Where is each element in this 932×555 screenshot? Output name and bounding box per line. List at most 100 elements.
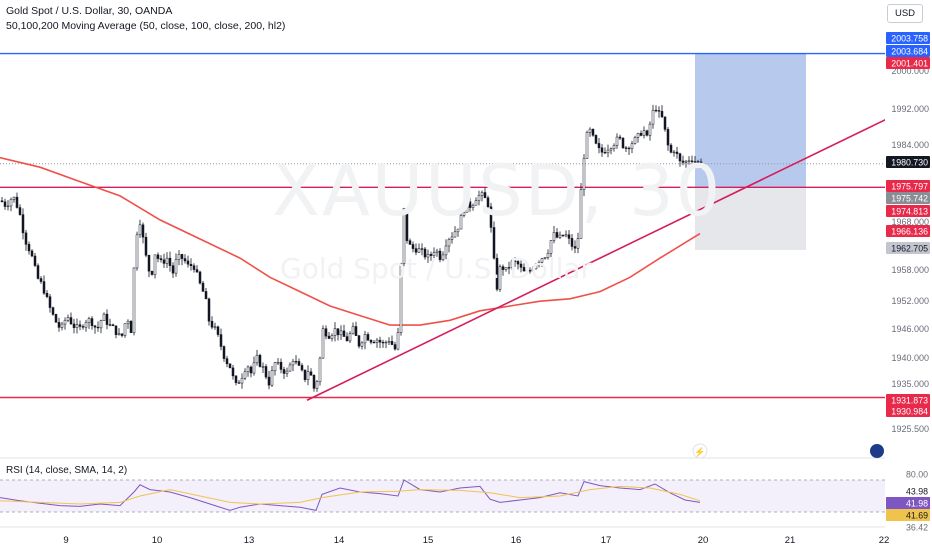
- candle-body: [165, 257, 169, 264]
- chart-symbol-title[interactable]: Gold Spot / U.S. Dollar, 30, OANDA: [6, 5, 173, 17]
- candle-body: [564, 234, 568, 237]
- candle-body: [306, 371, 310, 380]
- candle-body: [558, 234, 562, 238]
- grid: [0, 457, 932, 528]
- candle-body: [384, 341, 388, 344]
- candle-body: [393, 344, 397, 350]
- candle-body: [549, 240, 553, 254]
- rsi-ma-line: [0, 485, 701, 505]
- currency-button[interactable]: USD: [887, 4, 923, 23]
- candle-body: [570, 238, 574, 247]
- candle-body: [561, 234, 565, 237]
- price-label-text: 1980.730: [891, 158, 928, 168]
- candle-body: [408, 240, 412, 245]
- candle-body: [612, 145, 616, 149]
- rsi-legend[interactable]: RSI (14, close, SMA, 14, 2): [6, 465, 128, 476]
- candle-body: [3, 201, 7, 207]
- time-axis[interactable]: 9 10 13 14 15 16 17 20 21 22: [63, 535, 889, 546]
- rsi-axis-label: 41.69: [906, 511, 928, 521]
- candle-body: [537, 262, 541, 265]
- price-label-tag: [886, 180, 930, 192]
- candle-body: [450, 236, 454, 240]
- candle-body: [132, 267, 136, 333]
- rsi-axis-label: 80.00: [906, 470, 928, 480]
- candle-body: [18, 207, 22, 215]
- candle-body: [579, 189, 583, 239]
- candle-body: [9, 199, 13, 207]
- candle-body: [369, 339, 373, 343]
- candle-body: [234, 375, 238, 383]
- candle-body: [123, 323, 127, 336]
- candle-body: [375, 339, 379, 343]
- candle-body: [447, 239, 451, 247]
- candle-body: [279, 362, 283, 370]
- candle-body: [483, 192, 487, 199]
- price-label-text: 1930.984: [891, 407, 928, 417]
- time-axis-label: 17: [601, 535, 612, 546]
- candle-body: [360, 342, 364, 347]
- candle-body: [237, 382, 241, 384]
- candle-body: [135, 234, 139, 269]
- candle-body: [486, 197, 490, 207]
- candle-body: [33, 255, 37, 266]
- candle-body: [231, 367, 235, 377]
- candle-body: [639, 133, 643, 136]
- position-tool[interactable]: [695, 53, 806, 250]
- candle-body: [543, 257, 547, 259]
- candle-body: [288, 364, 292, 372]
- candle-body: [48, 296, 52, 308]
- price-axis[interactable]: 1925.500 1935.000 1940.000 1946.000 1952.000…: [692, 0, 932, 550]
- rsi-axis-label: 41.98: [906, 499, 928, 509]
- candle-body: [441, 254, 445, 260]
- candle-body: [444, 245, 448, 256]
- candle-body: [501, 266, 505, 270]
- candle-body: [294, 361, 298, 363]
- candle-body: [303, 369, 307, 380]
- price-label-text: 1931.873: [891, 396, 928, 406]
- lightning-glyph: ⚡: [694, 446, 705, 458]
- rsi-axis-tag: [886, 485, 930, 497]
- candle-body: [27, 244, 31, 252]
- candle-body: [327, 335, 331, 339]
- candle-body: [198, 271, 202, 284]
- candle-body: [636, 133, 640, 138]
- time-axis-label: 20: [698, 535, 709, 546]
- candle-body: [669, 144, 673, 153]
- candle-body: [609, 148, 613, 151]
- candle-body: [57, 322, 61, 328]
- price-label-tag: [886, 192, 930, 204]
- rsi-axis-label: 36.42: [906, 523, 928, 533]
- stop-zone: [695, 187, 806, 250]
- candle-body: [678, 153, 682, 162]
- candle-body: [207, 298, 211, 322]
- time-axis-label: 21: [785, 535, 796, 546]
- candle-body: [468, 201, 472, 208]
- price-label-text: 1962.705: [891, 244, 928, 254]
- candle-body: [111, 324, 115, 327]
- candle-body: [477, 195, 481, 201]
- candle-body: [474, 200, 478, 206]
- time-axis-label: 13: [244, 535, 255, 546]
- trendline[interactable]: [306, 117, 889, 401]
- candle-body: [42, 281, 46, 294]
- candle-body: [300, 365, 304, 371]
- candle-body: [249, 366, 253, 374]
- candle-body: [90, 318, 94, 326]
- candle-body: [552, 232, 556, 241]
- candle-body: [126, 320, 130, 324]
- candle-body: [531, 268, 535, 272]
- candle-body: [75, 324, 79, 328]
- candle-body: [210, 320, 214, 328]
- candle-body: [465, 201, 469, 213]
- candle-body: [390, 341, 394, 345]
- candle-body: [546, 253, 550, 258]
- horizontal-levels[interactable]: [0, 52, 885, 399]
- candle-body: [216, 326, 220, 335]
- candle-body: [243, 371, 247, 379]
- candle-body: [492, 227, 496, 259]
- indicator-legend[interactable]: 50,100,200 Moving Average (50, close, 10…: [6, 20, 286, 32]
- candle-body: [354, 326, 358, 336]
- candle-body: [273, 362, 277, 372]
